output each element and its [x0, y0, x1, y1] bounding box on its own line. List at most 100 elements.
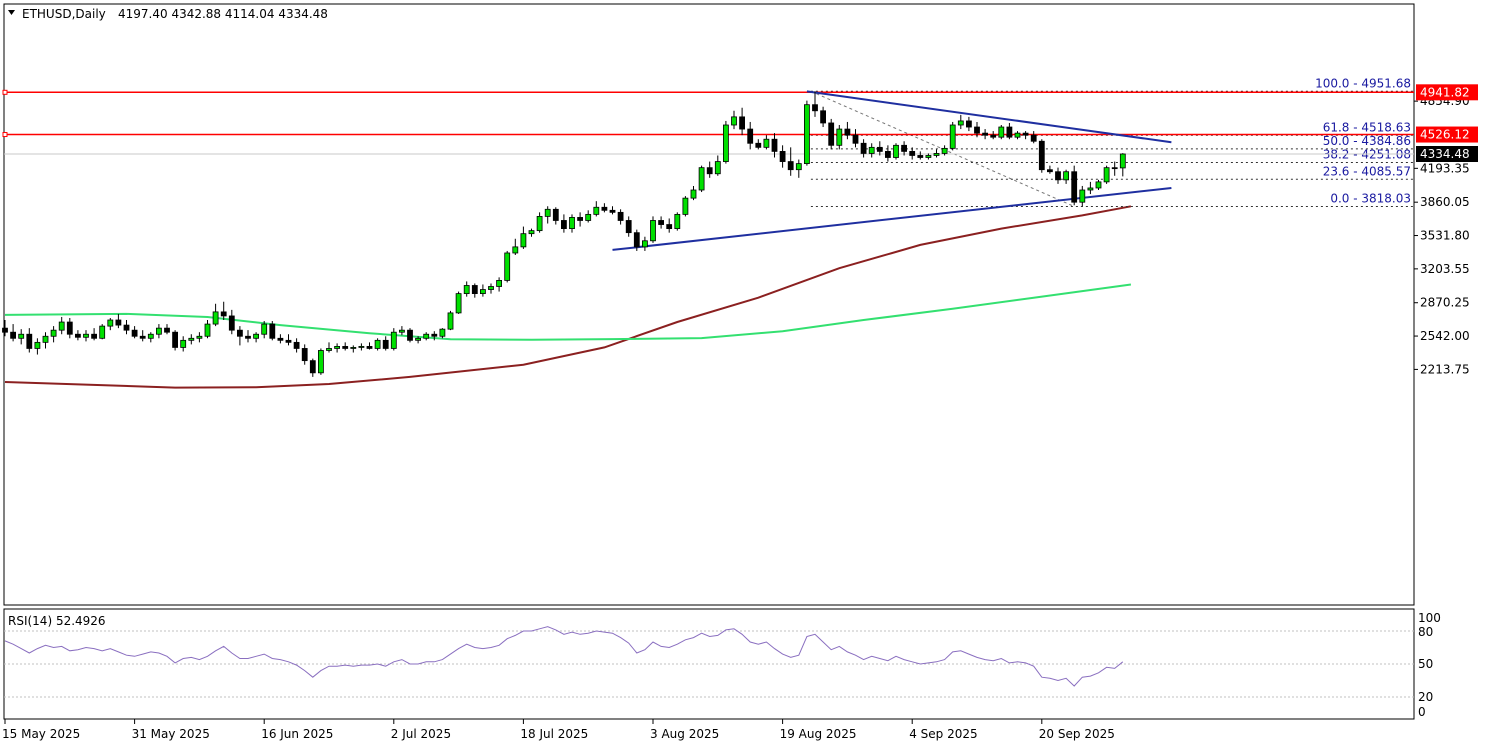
trendline-upper[interactable]	[806, 90, 1172, 144]
candle	[245, 330, 251, 343]
candle	[925, 153, 932, 160]
price-tag: 4334.48	[1416, 146, 1478, 162]
candle-body	[512, 246, 519, 254]
candle-body	[228, 315, 235, 331]
candle	[561, 214, 567, 233]
candle	[893, 143, 899, 160]
candle-body	[1022, 132, 1029, 136]
candle	[479, 284, 486, 297]
candle-body	[763, 138, 770, 148]
candle-body	[820, 110, 826, 124]
candle-body	[569, 217, 575, 230]
y-tick-label: 3203.55	[1420, 262, 1470, 276]
candle-body	[860, 142, 867, 154]
candle-body	[326, 348, 332, 351]
moving-average-green	[4, 283, 1132, 341]
candle	[844, 121, 851, 140]
candle-body	[147, 333, 154, 339]
candle-body	[674, 213, 681, 230]
candle-body	[1047, 169, 1053, 173]
line-handle[interactable]	[2, 132, 8, 138]
candle	[439, 328, 446, 339]
candle	[763, 135, 770, 150]
candle	[804, 100, 810, 166]
candle	[277, 334, 284, 344]
candle-body	[188, 337, 195, 341]
candle	[488, 283, 494, 294]
candle-body	[1119, 153, 1126, 169]
candle-body	[868, 146, 875, 154]
candle-body	[253, 333, 260, 339]
candle	[26, 328, 33, 353]
candle	[342, 342, 349, 351]
candle-body	[58, 321, 65, 331]
candle-body	[107, 319, 114, 327]
candle-body	[609, 209, 616, 213]
candle-body	[642, 240, 648, 248]
time-axis: 15 May 2025 31 May 2025 16 Jun 2025 2 Jul 2…	[2, 719, 1115, 741]
candle-body	[350, 347, 357, 349]
candle-body	[1063, 171, 1069, 181]
candle	[172, 330, 179, 351]
candle-body	[982, 132, 988, 136]
candle	[1047, 165, 1053, 174]
candle	[650, 216, 656, 243]
candle	[998, 124, 1005, 140]
candle	[301, 344, 308, 365]
candle	[253, 332, 260, 343]
candle-body	[552, 208, 559, 221]
candle	[860, 139, 867, 158]
candle	[407, 328, 413, 343]
candle-body	[123, 324, 130, 331]
candle-body	[593, 206, 600, 215]
candle	[885, 145, 891, 162]
candle-body	[1014, 132, 1021, 138]
candle	[966, 116, 972, 132]
candle-body	[909, 151, 916, 156]
candle-body	[812, 104, 818, 112]
fib-level-label: 0.0 - 3818.03	[1330, 191, 1411, 205]
candle-body	[844, 128, 851, 136]
price-panel-frame	[3, 3, 1415, 606]
candle-body	[277, 337, 284, 341]
candle	[982, 129, 988, 140]
candle	[909, 147, 916, 160]
candle	[949, 121, 956, 151]
collapse-triangle-icon[interactable]	[8, 10, 15, 15]
horizontal-lines[interactable]	[2, 89, 1414, 155]
candle-body	[771, 138, 778, 152]
price-tag-label: 4941.82	[1420, 85, 1470, 99]
candle-body	[317, 350, 324, 374]
candle	[123, 320, 130, 335]
candle	[1014, 131, 1021, 140]
candle-body	[1111, 167, 1118, 170]
candle	[917, 151, 924, 160]
candle-body	[885, 151, 891, 158]
line-handle[interactable]	[2, 89, 8, 95]
candle	[577, 212, 583, 227]
candle-body	[172, 331, 179, 348]
candle	[1030, 131, 1037, 144]
candle	[75, 330, 81, 341]
candle-body	[471, 285, 478, 295]
trendline-lower[interactable]	[612, 186, 1172, 251]
candle	[974, 121, 980, 138]
candle-body	[447, 312, 454, 330]
candle-body	[91, 333, 97, 339]
candle	[609, 206, 616, 215]
trendlines[interactable]	[612, 90, 1172, 251]
candle-body	[196, 335, 203, 339]
candle-body	[1055, 171, 1061, 181]
candle-body	[990, 134, 997, 138]
candle-body	[601, 206, 608, 211]
candle	[317, 348, 324, 375]
candle	[625, 216, 632, 237]
candle	[188, 334, 195, 345]
candle-body	[1071, 171, 1078, 203]
y-tick-label: 3860.05	[1420, 195, 1470, 209]
candle-body	[723, 124, 729, 162]
candle-body	[2, 327, 8, 333]
candle-body	[407, 329, 413, 341]
